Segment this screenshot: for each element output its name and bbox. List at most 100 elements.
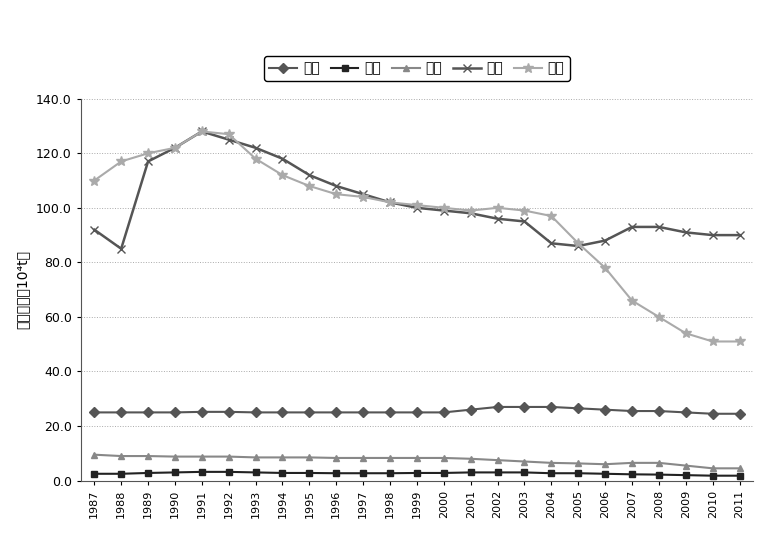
淡水 — [359, 470, 368, 477]
滩涂 — [117, 453, 126, 459]
农田 — [412, 202, 422, 208]
农田 — [278, 172, 287, 179]
农田 — [251, 156, 260, 162]
海域 — [654, 408, 664, 414]
滩涂 — [224, 454, 233, 460]
淡水 — [735, 472, 744, 479]
淡水 — [197, 469, 207, 475]
淡水 — [144, 470, 153, 476]
淡水 — [278, 470, 287, 476]
淡水 — [386, 470, 395, 477]
淡水 — [654, 471, 664, 478]
森林 — [681, 229, 690, 236]
农田 — [386, 199, 395, 206]
农田 — [547, 213, 556, 219]
森林 — [278, 156, 287, 162]
海域 — [224, 409, 233, 415]
淡水 — [412, 470, 422, 476]
农田 — [197, 128, 207, 135]
海域 — [332, 409, 341, 416]
海域 — [547, 404, 556, 410]
Line: 淡水: 淡水 — [91, 469, 743, 479]
Line: 滩涂: 滩涂 — [91, 451, 743, 472]
森林 — [708, 232, 717, 238]
海域 — [170, 409, 180, 416]
滩涂 — [466, 456, 475, 462]
滩涂 — [359, 455, 368, 461]
淡水 — [466, 469, 475, 475]
森林 — [412, 205, 422, 211]
海域 — [708, 410, 717, 417]
滩涂 — [654, 459, 664, 466]
森林 — [359, 191, 368, 197]
Line: 森林: 森林 — [90, 127, 743, 253]
森林 — [627, 224, 637, 230]
森林 — [251, 144, 260, 151]
农田 — [439, 205, 449, 211]
海域 — [412, 409, 422, 416]
海域 — [144, 409, 153, 416]
滩涂 — [601, 461, 610, 467]
海域 — [520, 404, 529, 410]
滩涂 — [412, 455, 422, 461]
淡水 — [170, 469, 180, 475]
Y-axis label: 碳吸收量（10⁴t）: 碳吸收量（10⁴t） — [15, 250, 29, 329]
森林 — [332, 183, 341, 189]
滩涂 — [735, 465, 744, 472]
滩涂 — [197, 454, 207, 460]
滩涂 — [305, 454, 314, 461]
森林 — [735, 232, 744, 238]
滩涂 — [332, 455, 341, 461]
淡水 — [601, 471, 610, 477]
农田 — [708, 338, 717, 345]
滩涂 — [493, 457, 502, 463]
森林 — [197, 128, 207, 135]
森林 — [224, 136, 233, 143]
海域 — [574, 405, 583, 411]
淡水 — [493, 469, 502, 475]
农田 — [654, 314, 664, 320]
滩涂 — [251, 454, 260, 461]
农田 — [601, 265, 610, 271]
海域 — [197, 409, 207, 415]
森林 — [439, 207, 449, 214]
滩涂 — [520, 458, 529, 465]
淡水 — [90, 471, 99, 477]
淡水 — [681, 472, 690, 478]
农田 — [332, 191, 341, 197]
滩涂 — [170, 454, 180, 460]
海域 — [681, 409, 690, 416]
淡水 — [627, 471, 637, 478]
森林 — [493, 215, 502, 222]
滩涂 — [547, 459, 556, 466]
森林 — [601, 237, 610, 244]
农田 — [305, 183, 314, 189]
滩涂 — [574, 460, 583, 466]
农田 — [117, 158, 126, 165]
森林 — [520, 219, 529, 225]
淡水 — [708, 472, 717, 479]
农田 — [735, 338, 744, 345]
滩涂 — [144, 453, 153, 459]
森林 — [574, 243, 583, 249]
海域 — [117, 409, 126, 416]
农田 — [627, 297, 637, 304]
滩涂 — [627, 459, 637, 466]
森林 — [654, 224, 664, 230]
森林 — [547, 240, 556, 246]
海域 — [493, 404, 502, 410]
海域 — [305, 409, 314, 416]
海域 — [439, 409, 449, 416]
森林 — [170, 144, 180, 151]
农田 — [681, 330, 690, 336]
农田 — [493, 205, 502, 211]
淡水 — [574, 470, 583, 477]
森林 — [305, 172, 314, 179]
森林 — [144, 158, 153, 165]
滩涂 — [90, 451, 99, 458]
海域 — [466, 407, 475, 413]
农田 — [574, 240, 583, 246]
Line: 农田: 农田 — [89, 127, 744, 346]
海域 — [278, 409, 287, 416]
淡水 — [251, 469, 260, 475]
